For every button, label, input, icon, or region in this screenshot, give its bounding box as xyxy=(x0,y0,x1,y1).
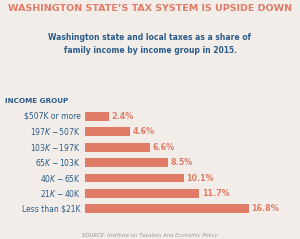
Bar xyxy=(85,174,184,183)
Text: $21K - $40K: $21K - $40K xyxy=(40,188,81,199)
Text: family income by income group in 2015.: family income by income group in 2015. xyxy=(64,46,236,55)
Text: 4.6%: 4.6% xyxy=(133,127,155,136)
Bar xyxy=(85,127,130,136)
Text: 2.4%: 2.4% xyxy=(112,112,134,120)
Text: $103K - $197K: $103K - $197K xyxy=(30,141,81,152)
Text: $507K or more: $507K or more xyxy=(24,112,81,120)
Text: 11.7%: 11.7% xyxy=(202,189,230,198)
Bar xyxy=(85,142,150,152)
Text: $197K - $507K: $197K - $507K xyxy=(30,126,81,137)
Text: 16.8%: 16.8% xyxy=(252,205,279,213)
Text: 6.6%: 6.6% xyxy=(152,142,175,152)
Text: $65K - $103K: $65K - $103K xyxy=(35,157,81,168)
Bar xyxy=(85,112,109,120)
Text: $40K - $65K: $40K - $65K xyxy=(40,173,81,184)
Bar xyxy=(85,158,168,167)
Bar xyxy=(85,189,199,198)
Text: 8.5%: 8.5% xyxy=(171,158,193,167)
Text: 10.1%: 10.1% xyxy=(187,174,214,183)
Text: INCOME GROUP: INCOME GROUP xyxy=(5,98,68,104)
Text: Washington state and local taxes as a share of: Washington state and local taxes as a sh… xyxy=(49,33,251,42)
Text: WASHINGTON STATE’S TAX SYSTEM IS UPSIDE DOWN: WASHINGTON STATE’S TAX SYSTEM IS UPSIDE … xyxy=(8,4,292,13)
Text: SOURCE: Institute on Taxation And Economic Policy: SOURCE: Institute on Taxation And Econom… xyxy=(82,233,218,238)
Text: Less than $21K: Less than $21K xyxy=(22,205,81,213)
Bar xyxy=(85,205,249,213)
